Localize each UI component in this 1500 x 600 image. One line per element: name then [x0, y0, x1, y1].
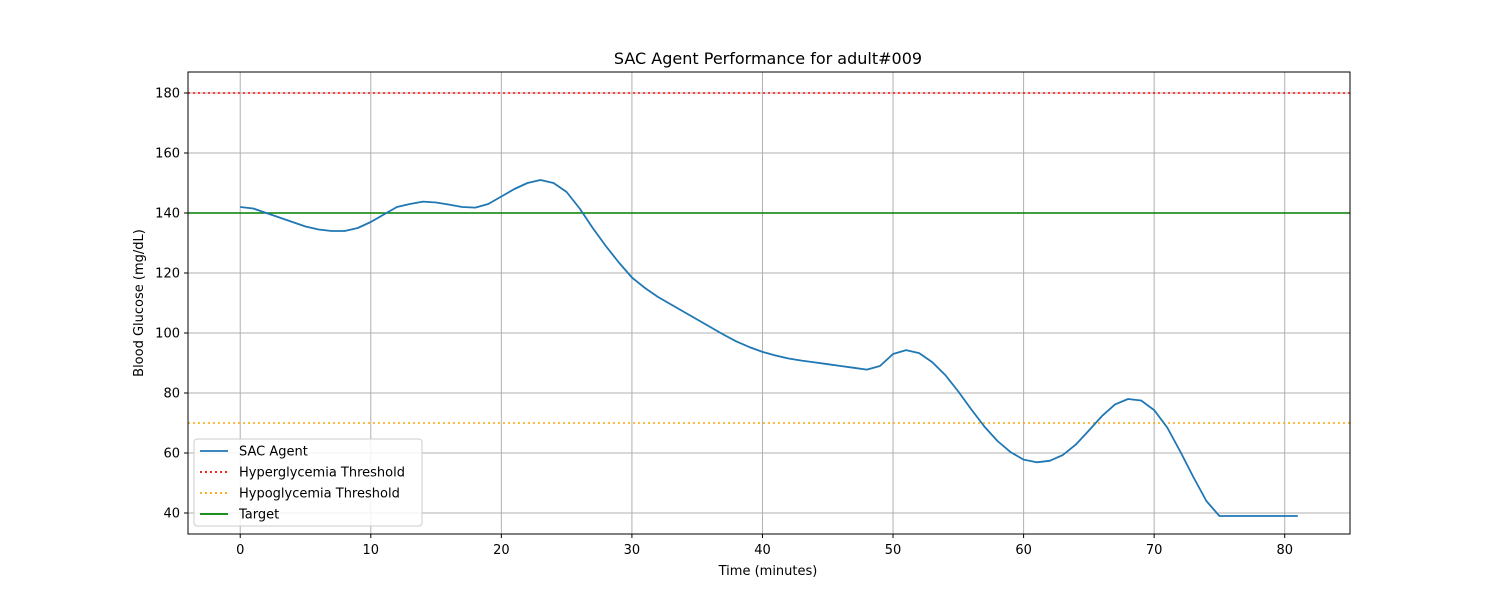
x-axis-label: Time (minutes) — [718, 564, 818, 579]
legend-box — [193, 438, 423, 527]
legend: SAC Agent Hyperglycemia Threshold Hypoglyc… — [193, 438, 423, 527]
x-tick-label: 60 — [1015, 543, 1032, 558]
x-tick-label: 50 — [885, 543, 902, 558]
y-axis-label: Blood Glucose (mg/dL) — [132, 229, 147, 377]
x-tick-label: 0 — [236, 543, 244, 558]
y-tick-label: 120 — [155, 267, 180, 282]
y-tick-label: 100 — [155, 327, 180, 342]
y-tick-label: 40 — [163, 507, 180, 522]
x-axis: 0 10 20 30 40 50 60 70 80 — [236, 534, 1293, 558]
legend-label: Target — [238, 508, 279, 523]
plot-frame — [187, 71, 1351, 535]
y-tick-label: 60 — [163, 447, 180, 462]
x-tick-label: 30 — [624, 543, 641, 558]
legend-label: Hypoglycemia Threshold — [239, 487, 400, 502]
x-tick-label: 40 — [754, 543, 771, 558]
y-tick-label: 140 — [155, 207, 180, 222]
x-tick-label: 20 — [493, 543, 510, 558]
chart-title: SAC Agent Performance for adult#009 — [614, 49, 922, 68]
x-tick-label: 80 — [1276, 543, 1293, 558]
y-tick-label: 80 — [163, 387, 180, 402]
sac-agent-line — [240, 179, 1298, 517]
reference-lines — [188, 92, 1350, 424]
y-tick-label: 160 — [155, 147, 180, 162]
x-tick-label: 10 — [363, 543, 380, 558]
legend-label: SAC Agent — [239, 445, 308, 460]
x-tick-label: 70 — [1146, 543, 1163, 558]
series-lines — [240, 179, 1298, 517]
y-tick-label: 180 — [155, 87, 180, 102]
legend-label: Hyperglycemia Threshold — [239, 466, 405, 481]
y-axis: 40 60 80 100 120 140 160 180 — [155, 87, 188, 522]
